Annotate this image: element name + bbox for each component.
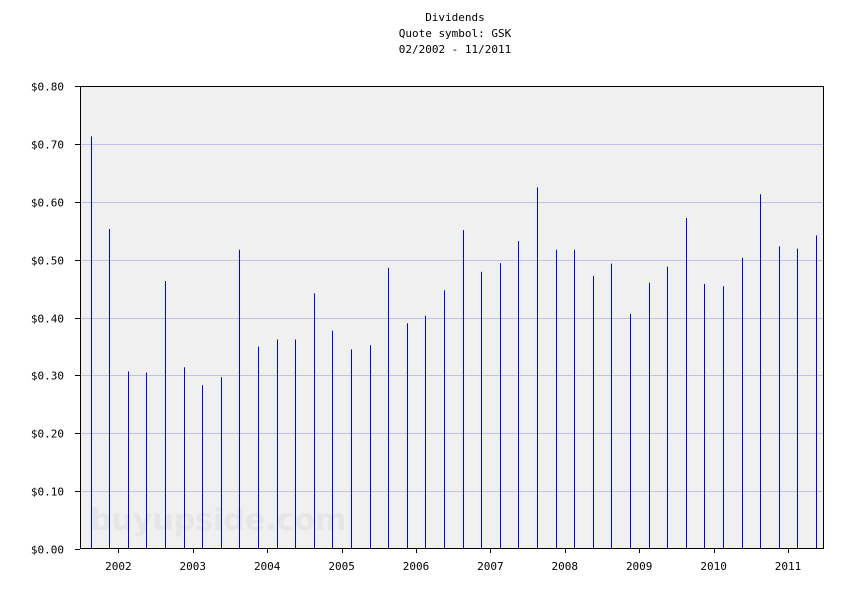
y-tick-label: $0.00 (31, 544, 64, 557)
x-tick-label: 2005 (328, 560, 355, 573)
y-tick-label: $0.40 (31, 313, 64, 326)
watermark: buyupside.com (90, 503, 346, 538)
y-tick-label: $0.80 (31, 81, 64, 94)
x-tick-label: 2002 (105, 560, 132, 573)
x-tick-label: 2010 (700, 560, 727, 573)
chart-subtitle-range: 02/2002 - 11/2011 (398, 43, 512, 56)
x-tick-label: 2011 (775, 560, 802, 573)
chart-title: Dividends (425, 11, 485, 24)
plot-border (80, 86, 824, 549)
y-axis: $0.00 $0.10 $0.20 $0.30 $0.40 $0.50 $0.60 $0.70… (31, 81, 80, 557)
plot-area (80, 86, 824, 549)
x-axis: 2002 2003 2004 2005 2006 2007 2008 2009 2010 2011 (105, 549, 801, 573)
gridlines (80, 144, 824, 492)
y-tick-label: $0.50 (31, 255, 64, 268)
x-tick-label: 2003 (180, 560, 207, 573)
y-tick-label: $0.60 (31, 197, 64, 210)
x-tick-label: 2008 (552, 560, 579, 573)
x-tick-label: 2007 (477, 560, 504, 573)
y-tick-label: $0.20 (31, 428, 64, 441)
y-tick-label: $0.70 (31, 139, 64, 152)
x-tick-label: 2006 (403, 560, 430, 573)
x-tick-label: 2009 (626, 560, 653, 573)
x-tick-label: 2004 (254, 560, 281, 573)
chart-titles: Dividends Quote symbol: GSK 02/2002 - 11… (0, 10, 858, 58)
bar-series (91, 136, 817, 549)
y-tick-label: $0.10 (31, 486, 64, 499)
chart-subtitle-symbol: Quote symbol: GSK (398, 27, 512, 40)
y-tick-label: $0.30 (31, 370, 64, 383)
